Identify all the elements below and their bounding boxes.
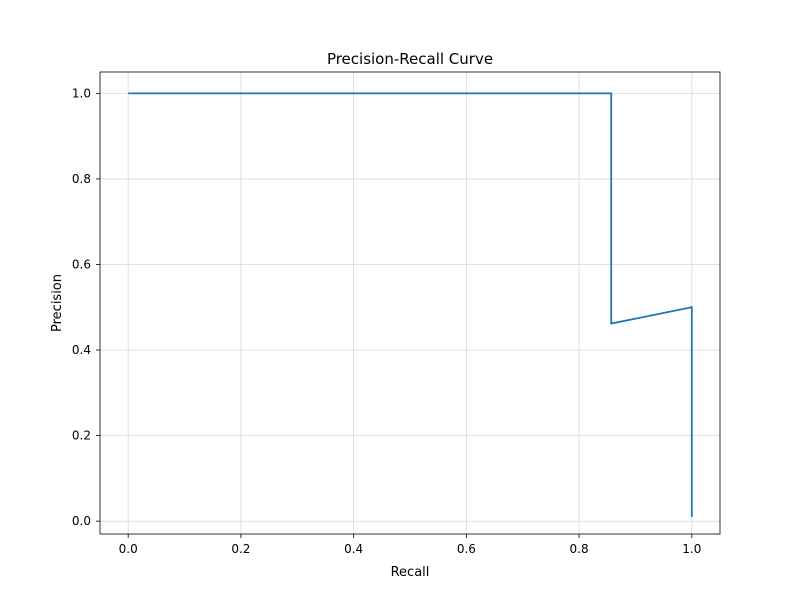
x-tick-label: 0.8 bbox=[570, 542, 589, 556]
chart-title: Precision-Recall Curve bbox=[327, 50, 493, 68]
x-tick-label: 1.0 bbox=[682, 542, 701, 556]
plot-area bbox=[100, 72, 720, 534]
x-axis-label: Recall bbox=[391, 565, 430, 580]
ticks: 0.0 0.2 0.4 0.6 0.8 1.0 0.0 0.2 0.4 0.6 0.8 1.0 bbox=[72, 86, 701, 556]
x-tick-label: 0.4 bbox=[344, 542, 363, 556]
series-layer bbox=[128, 92, 693, 517]
axes-frame bbox=[99, 71, 721, 535]
y-tick-label: 0.4 bbox=[72, 343, 91, 357]
y-axis-label: Precision bbox=[50, 274, 65, 332]
x-tick-label: 0.0 bbox=[119, 542, 138, 556]
x-tick-label: 0.2 bbox=[231, 542, 250, 556]
y-tick-label: 0.2 bbox=[72, 429, 91, 443]
pr-curve-line bbox=[128, 92, 693, 517]
y-tick-label: 0.6 bbox=[72, 258, 91, 272]
grid bbox=[100, 72, 720, 534]
y-tick-label: 0.0 bbox=[72, 514, 91, 528]
y-tick-label: 1.0 bbox=[72, 86, 91, 100]
x-tick-label: 0.6 bbox=[457, 542, 476, 556]
y-tick-label: 0.8 bbox=[72, 172, 91, 186]
